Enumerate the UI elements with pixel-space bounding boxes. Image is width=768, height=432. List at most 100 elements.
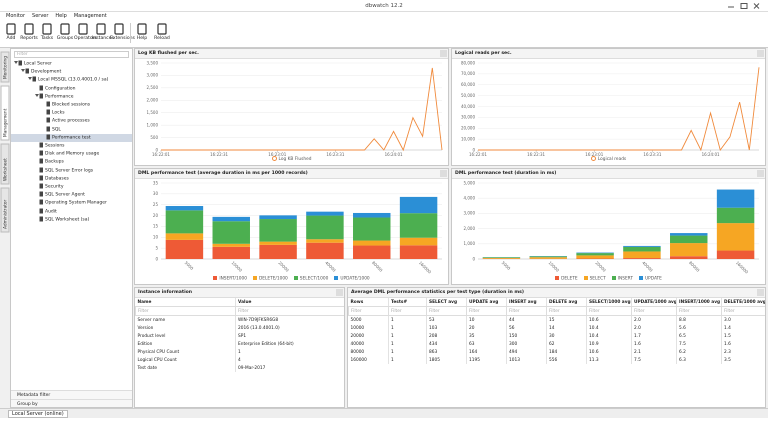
expand-arrow <box>35 93 39 97</box>
tree-footer[interactable]: Metadata filter <box>11 390 132 399</box>
legend-item[interactable]: UPDATE/1000 <box>334 275 370 281</box>
column-header[interactable]: INSERT/1000 avg <box>676 298 722 307</box>
maximize-button[interactable] <box>740 3 748 9</box>
tree-item[interactable]: Security <box>11 183 132 191</box>
tree-label: SQL Server Agent <box>45 192 85 198</box>
legend-item[interactable]: SELECT/1000 <box>293 275 328 281</box>
table-cell: 1 <box>388 340 427 348</box>
side-tab[interactable] <box>0 143 10 185</box>
tree-item[interactable]: SQL Server Agent <box>11 191 132 199</box>
table-cell: 80000 <box>348 348 389 356</box>
menu-item[interactable]: Server <box>32 13 49 19</box>
bottom-strip <box>0 418 768 432</box>
filter-cell[interactable]: Filter <box>348 306 389 316</box>
tree-item[interactable]: Configuration <box>11 85 132 93</box>
toolbar-button[interactable]: Reload <box>151 20 173 47</box>
column-header[interactable]: UPDATE/1000 avg <box>631 298 677 307</box>
panel-menu-button[interactable] <box>440 170 447 177</box>
toolbar-button[interactable]: Extensions <box>110 20 135 47</box>
side-tab[interactable] <box>0 51 10 83</box>
panel-menu-button[interactable] <box>757 170 764 177</box>
legend-marker <box>583 275 588 280</box>
filter-cell[interactable]: Filter <box>506 306 547 316</box>
tree-item[interactable]: SQL Worksheet (sa) <box>11 216 132 224</box>
toolbar-icon <box>24 23 34 35</box>
filter-cell[interactable]: Filter <box>466 306 507 316</box>
bar-segment <box>623 251 661 259</box>
tree-item[interactable]: Operating System Manager <box>11 199 132 207</box>
column-header[interactable]: Rows <box>348 298 389 307</box>
toolbar-button[interactable]: Help <box>133 20 151 47</box>
legend-item[interactable]: INSERT/1000 <box>213 275 247 281</box>
filter-cell[interactable]: Filter <box>676 306 722 316</box>
menu-item[interactable]: Help <box>55 13 67 19</box>
column-header[interactable]: DELETE avg <box>546 298 587 307</box>
table-cell: 208 <box>426 332 467 340</box>
expand-arrow <box>28 77 32 81</box>
filter-cell[interactable]: Filter <box>426 306 467 316</box>
close-button[interactable] <box>753 3 760 9</box>
column-header[interactable]: SELECT/1000 avg <box>586 298 632 307</box>
panel-menu-button[interactable] <box>757 50 764 57</box>
node-icon <box>39 142 43 148</box>
tree-item[interactable]: Performance test <box>11 133 132 142</box>
column-header[interactable]: UPDATE avg <box>466 298 507 307</box>
legend-item[interactable]: SELECT <box>583 275 606 281</box>
menu-item[interactable]: Monitor <box>6 13 26 19</box>
filter-row: Filter Filter <box>135 306 344 316</box>
bar-segment <box>259 219 297 242</box>
side-tab[interactable] <box>0 187 10 233</box>
line-series <box>478 67 760 152</box>
table-cell: 2.0 <box>631 324 677 332</box>
tree-item[interactable]: Performance <box>11 93 132 101</box>
side-tab[interactable] <box>0 85 10 141</box>
tree-item[interactable]: Databases <box>11 175 132 183</box>
menu-item[interactable]: Management <box>73 13 107 19</box>
bar-segment <box>576 252 614 254</box>
legend-item[interactable]: DELETE <box>555 275 578 281</box>
table-cell: 20000 <box>348 332 389 340</box>
legend-item[interactable]: UPDATE <box>638 275 662 281</box>
column-header[interactable]: Tests# <box>388 298 427 307</box>
panel-menu-button[interactable] <box>336 289 343 296</box>
column-header[interactable]: Name <box>135 298 236 307</box>
tree-item[interactable]: Local MSSQL (13.0.4001.0 / sa) <box>11 76 132 84</box>
toolbar-button[interactable]: Add <box>2 20 20 47</box>
filter-cell[interactable]: Filter <box>631 306 677 316</box>
column-header[interactable]: DELETE/1000 avg <box>721 298 765 307</box>
tree-item[interactable]: SQL <box>11 126 132 134</box>
column-header[interactable]: Value <box>235 298 344 307</box>
legend-item[interactable]: Log KB Flushed <box>271 156 311 162</box>
filter-cell[interactable]: Filter <box>388 306 427 316</box>
filter-cell[interactable]: Filter <box>235 306 344 316</box>
filter-cell[interactable]: Filter <box>135 306 236 316</box>
legend-item[interactable]: Logical reads <box>590 156 626 162</box>
tree-footer[interactable]: Group by <box>11 399 132 407</box>
node-icon <box>39 158 43 164</box>
column-header[interactable]: INSERT avg <box>506 298 547 307</box>
tree-item[interactable]: Blocked sessions <box>11 101 132 109</box>
toolbar-button[interactable]: Operators <box>74 20 97 47</box>
legend-item[interactable]: INSERT <box>611 275 633 281</box>
toolbar-button[interactable]: Reports <box>20 20 38 47</box>
tree-item[interactable]: SQL Server Error logs <box>11 167 132 175</box>
toolbar-button[interactable]: Tasks <box>38 20 56 47</box>
table-cell: 4 <box>235 356 344 364</box>
filter-cell[interactable]: Filter <box>721 306 765 316</box>
tree-item[interactable]: Development <box>11 68 132 76</box>
tree-item[interactable]: Backups <box>11 158 132 166</box>
tree-item[interactable]: Disk and Memory usage <box>11 150 132 158</box>
column-header[interactable]: SELECT avg <box>426 298 467 307</box>
panel-menu-button[interactable] <box>757 289 764 296</box>
tree-item[interactable]: Active processes <box>11 117 132 125</box>
filter-cell[interactable]: Filter <box>586 306 632 316</box>
tree-item[interactable]: Local Server <box>11 60 132 68</box>
tree-item[interactable]: Sessions <box>11 142 132 150</box>
tree-item[interactable]: Locks <box>11 109 132 117</box>
toolbar-button[interactable]: Instances <box>92 20 114 47</box>
panel-menu-button[interactable] <box>440 50 447 57</box>
tree-item[interactable]: Audit <box>11 208 132 216</box>
filter-cell[interactable]: Filter <box>546 306 587 316</box>
legend-item[interactable]: DELETE/1000 <box>252 275 288 281</box>
toolbar-button[interactable]: Groups <box>56 20 74 47</box>
